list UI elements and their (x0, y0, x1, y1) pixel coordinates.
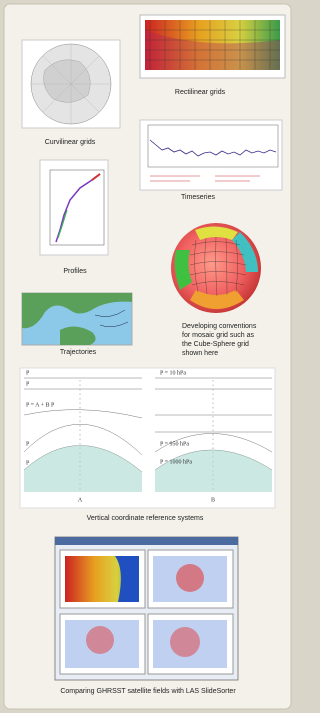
cube-sphere-image (171, 223, 261, 313)
caption: for mosaic grid such as (182, 332, 254, 339)
caption: the Cube-Sphere grid (182, 341, 249, 348)
rectilinear-image (140, 15, 285, 78)
caption: Timeseries (181, 194, 215, 201)
diagram-label: P = A + B P (26, 402, 55, 408)
diagram-label: B (211, 497, 215, 503)
diagram-label: P = 950 hPa (160, 441, 189, 447)
diagram-label: A (78, 497, 83, 503)
caption: Developing conventions (182, 323, 257, 330)
caption: Curvilinear grids (45, 139, 96, 146)
profiles-image (40, 160, 108, 255)
diagram-label: P = 10 hPa (160, 370, 186, 376)
caption: shown here (182, 350, 218, 357)
curvilinear-image (22, 40, 120, 128)
vertical-diagram (20, 368, 275, 508)
caption: Profiles (63, 268, 87, 275)
las-screenshot (55, 537, 238, 680)
caption: Vertical coordinate reference systems (87, 515, 204, 522)
trajectories-image (22, 293, 132, 345)
diagram-label: P = 1000 hPa (160, 459, 192, 465)
caption: Comparing GHRSST satellite fields with L… (60, 688, 236, 695)
caption: Rectilinear grids (175, 89, 226, 96)
slide: Rectilinear grids Curvilinear grids Time… (0, 0, 295, 713)
timeseries-image (140, 120, 282, 190)
caption: Trajectories (60, 349, 97, 356)
